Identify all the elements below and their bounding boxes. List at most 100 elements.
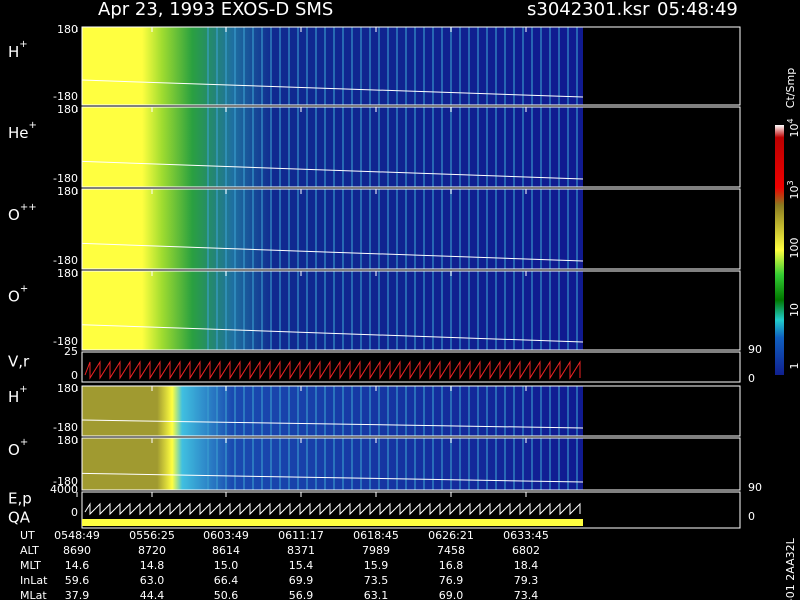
panel-frame <box>81 491 741 529</box>
ephemeris-value: 73.4 <box>514 589 539 600</box>
ephemeris-value: 44.4 <box>140 589 165 600</box>
ephemeris-value: 8371 <box>287 544 315 557</box>
colorbar-tick: 10 <box>788 303 800 317</box>
spectrogram-stripes <box>200 27 583 105</box>
ion-charge: + <box>19 39 27 50</box>
ion-charge: ++ <box>20 202 37 213</box>
ion-name: H <box>8 43 19 61</box>
ephemeris-value: 15.9 <box>364 559 389 572</box>
ephemeris-value: 18.4 <box>514 559 539 572</box>
tick-exp: 4 <box>786 118 795 123</box>
ephemeris-label: InLat <box>20 574 48 587</box>
ephemeris-value: 0618:45 <box>353 529 399 542</box>
y-tick-label: -180 <box>53 172 78 185</box>
spectrogram-stripes <box>200 107 583 187</box>
ephemeris-value: 15.0 <box>214 559 239 572</box>
y-tick-label: 0 <box>71 506 78 519</box>
y2-tick-label: 90 <box>748 481 762 494</box>
y-tick-label: -180 <box>53 254 78 267</box>
ephemeris-value: 63.0 <box>140 574 165 587</box>
ephemeris-value: 6802 <box>512 544 540 557</box>
trace <box>81 472 584 483</box>
y-tick-label: 25 <box>64 345 78 358</box>
panel-frame <box>81 106 741 188</box>
ephemeris-value: 76.9 <box>439 574 464 587</box>
y-tick-label: 180 <box>57 185 78 198</box>
ephemeris-value: 0603:49 <box>203 529 249 542</box>
y-tick-label: 180 <box>57 267 78 280</box>
y-tick-label: 4000 <box>50 483 78 496</box>
y-tick-label: -180 <box>53 421 78 434</box>
ion-name: O <box>8 287 20 305</box>
y2-tick-label: 0 <box>748 510 755 523</box>
y-tick-label: -180 <box>53 475 78 488</box>
velocity-trace <box>84 360 581 380</box>
ion-label: O+ <box>8 284 28 306</box>
colorbar-tick: 100 <box>788 238 800 259</box>
energy-trace <box>84 502 581 516</box>
ephemeris-value: 15.4 <box>289 559 314 572</box>
ephemeris-value: 0611:17 <box>278 529 324 542</box>
color-bar <box>775 125 784 375</box>
ion-label: O+ <box>8 437 28 459</box>
ephemeris-value: 8614 <box>212 544 240 557</box>
panel-frame <box>81 188 741 270</box>
color-unit: Ct/Smp <box>784 68 797 108</box>
spectrogram-stripes <box>200 386 583 436</box>
y2-tick-label: 90 <box>748 343 762 356</box>
ephemeris-value: 8690 <box>63 544 91 557</box>
panel-label: V,r <box>8 353 30 371</box>
panel-label: E,p <box>8 490 32 508</box>
ephemeris-value: 79.3 <box>514 574 539 587</box>
ion-charge: + <box>20 284 28 295</box>
ephemeris-value: 56.9 <box>289 589 314 600</box>
ion-label: He+ <box>8 120 37 142</box>
ephemeris-value: 0626:21 <box>428 529 474 542</box>
y2-tick-label: 0 <box>748 372 755 385</box>
ephemeris-value: 0633:45 <box>503 529 549 542</box>
panel-frame <box>81 26 741 106</box>
ephemeris-value: 7989 <box>362 544 390 557</box>
ephemeris-value: 0548:49 <box>54 529 100 542</box>
panel-frame <box>81 385 741 437</box>
colorbar-tick: 1 <box>788 363 800 370</box>
y-tick-label: 180 <box>57 103 78 116</box>
ephemeris-value: 16.8 <box>439 559 464 572</box>
qa-bar <box>82 519 583 526</box>
ephemeris-label: UT <box>20 529 35 542</box>
ion-name: H <box>8 388 19 406</box>
ephemeris-value: 63.1 <box>364 589 389 600</box>
ephemeris-value: 8720 <box>138 544 166 557</box>
ion-name: O <box>8 206 20 224</box>
ion-label: O++ <box>8 202 37 224</box>
ion-charge: + <box>19 384 27 395</box>
panel-frame <box>81 351 741 383</box>
trace <box>81 242 584 262</box>
ephemeris-value: 7458 <box>437 544 465 557</box>
trace <box>81 160 584 180</box>
colorbar-tick: 104 <box>786 118 800 137</box>
y-tick-label: 180 <box>57 23 78 36</box>
ephemeris-label: ALT <box>20 544 39 557</box>
y-tick-label: 180 <box>57 382 78 395</box>
panel-frame <box>81 270 741 351</box>
ephemeris-value: 66.4 <box>214 574 239 587</box>
tick-base: 10 <box>788 186 800 200</box>
ephemeris-value: 73.5 <box>364 574 389 587</box>
y-tick-label: 180 <box>57 434 78 447</box>
title: Apr 23, 1993 EXOS-D SMS <box>98 0 333 20</box>
ephemeris-value: 0556:25 <box>129 529 175 542</box>
ion-label: H+ <box>8 39 28 61</box>
ephemeris-value: 14.8 <box>140 559 165 572</box>
tick-exp: 3 <box>786 180 795 185</box>
tick-base: 10 <box>788 124 800 138</box>
ephemeris-value: 69.9 <box>289 574 314 587</box>
ephemeris-value: 69.0 <box>439 589 464 600</box>
panel-frame <box>81 437 741 491</box>
ion-label: H+ <box>8 384 28 406</box>
ion-charge: + <box>29 120 37 131</box>
ion-charge: + <box>20 437 28 448</box>
time: 05:48:49 <box>657 0 738 20</box>
